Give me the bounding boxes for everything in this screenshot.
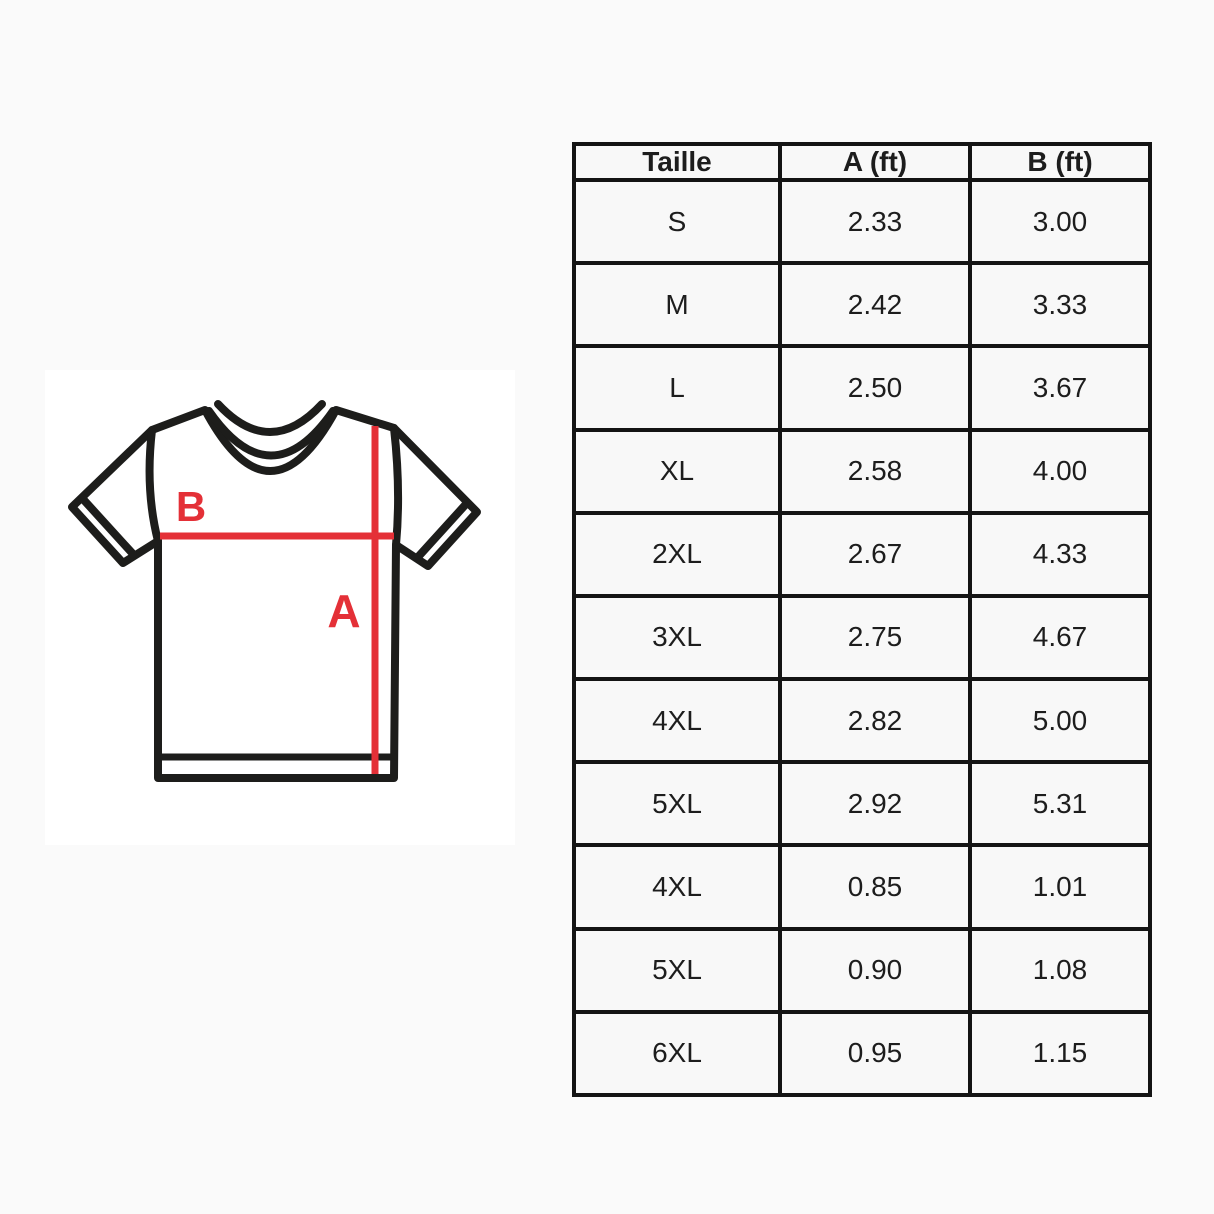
a-value-cell: 2.33 — [778, 177, 972, 266]
collar-middle-arc — [205, 407, 337, 460]
size-cell: 2XL — [572, 510, 782, 598]
b-value-cell: 1.15 — [968, 1009, 1152, 1098]
right-armhole-seam — [390, 424, 403, 549]
size-table-header: Taille A (ft) B (ft) — [572, 142, 1152, 182]
a-value-cell: 2.50 — [778, 344, 972, 432]
size-cell: L — [572, 344, 782, 432]
table-row: XL 2.58 4.00 — [572, 427, 1152, 515]
right-cuff-seam — [414, 499, 471, 561]
table-row: 5XL 2.92 5.31 — [572, 760, 1152, 848]
col-header-a-ft: A (ft) — [778, 142, 972, 182]
table-row: S 2.33 3.00 — [572, 177, 1152, 266]
size-cell: 3XL — [572, 593, 782, 682]
size-cell: 5XL — [572, 926, 782, 1014]
b-value-cell: 4.67 — [968, 593, 1152, 682]
table-row: 2XL 2.67 4.33 — [572, 510, 1152, 598]
col-header-taille: Taille — [572, 142, 782, 182]
a-value-cell: 2.42 — [778, 261, 972, 349]
b-value-cell: 4.00 — [968, 427, 1152, 515]
size-table-body: S 2.33 3.00 M 2.42 3.33 L 2.50 3.67 XL 2.58 4.00 2XL… — [572, 177, 1152, 1098]
b-value-cell: 3.00 — [968, 177, 1152, 266]
table-row: L 2.50 3.67 — [572, 344, 1152, 432]
table-row: 6XL 0.95 1.15 — [572, 1009, 1152, 1098]
measurement-lines — [160, 426, 394, 774]
col-header-b-ft: B (ft) — [968, 142, 1152, 182]
label-a: A — [327, 585, 360, 637]
table-row: M 2.42 3.33 — [572, 261, 1152, 349]
size-cell: 5XL — [572, 760, 782, 848]
table-row: 5XL 0.90 1.08 — [572, 926, 1152, 1014]
b-value-cell: 5.00 — [968, 677, 1152, 765]
size-cell: 4XL — [572, 843, 782, 931]
table-row: 3XL 2.75 4.67 — [572, 593, 1152, 682]
b-value-cell: 1.01 — [968, 843, 1152, 931]
tshirt-outline — [68, 400, 481, 782]
b-value-cell: 3.67 — [968, 344, 1152, 432]
b-value-cell: 4.33 — [968, 510, 1152, 598]
b-value-cell: 5.31 — [968, 760, 1152, 848]
a-value-cell: 2.58 — [778, 427, 972, 515]
size-cell: 6XL — [572, 1009, 782, 1098]
b-value-cell: 3.33 — [968, 261, 1152, 349]
size-cell: 4XL — [572, 677, 782, 765]
collar-back-arc — [214, 400, 326, 436]
left-cuff-seam — [78, 494, 137, 558]
a-value-cell: 0.95 — [778, 1009, 972, 1098]
size-cell: S — [572, 177, 782, 266]
size-table: Taille A (ft) B (ft) S 2.33 3.00 M 2.42 3.33 L… — [572, 142, 1152, 1098]
b-value-cell: 1.08 — [968, 926, 1152, 1014]
size-cell: M — [572, 261, 782, 349]
a-value-cell: 2.67 — [778, 510, 972, 598]
tshirt-diagram: B A — [68, 400, 481, 782]
a-value-cell: 2.92 — [778, 760, 972, 848]
a-value-cell: 2.75 — [778, 593, 972, 682]
a-value-cell: 0.85 — [778, 843, 972, 931]
table-row: 4XL 2.82 5.00 — [572, 677, 1152, 765]
a-value-cell: 0.90 — [778, 926, 972, 1014]
label-b: B — [176, 483, 206, 530]
left-armhole-seam — [145, 426, 162, 545]
size-cell: XL — [572, 427, 782, 515]
header-row: Taille A (ft) B (ft) — [572, 142, 1152, 182]
a-value-cell: 2.82 — [778, 677, 972, 765]
table-row: 4XL 0.85 1.01 — [572, 843, 1152, 931]
